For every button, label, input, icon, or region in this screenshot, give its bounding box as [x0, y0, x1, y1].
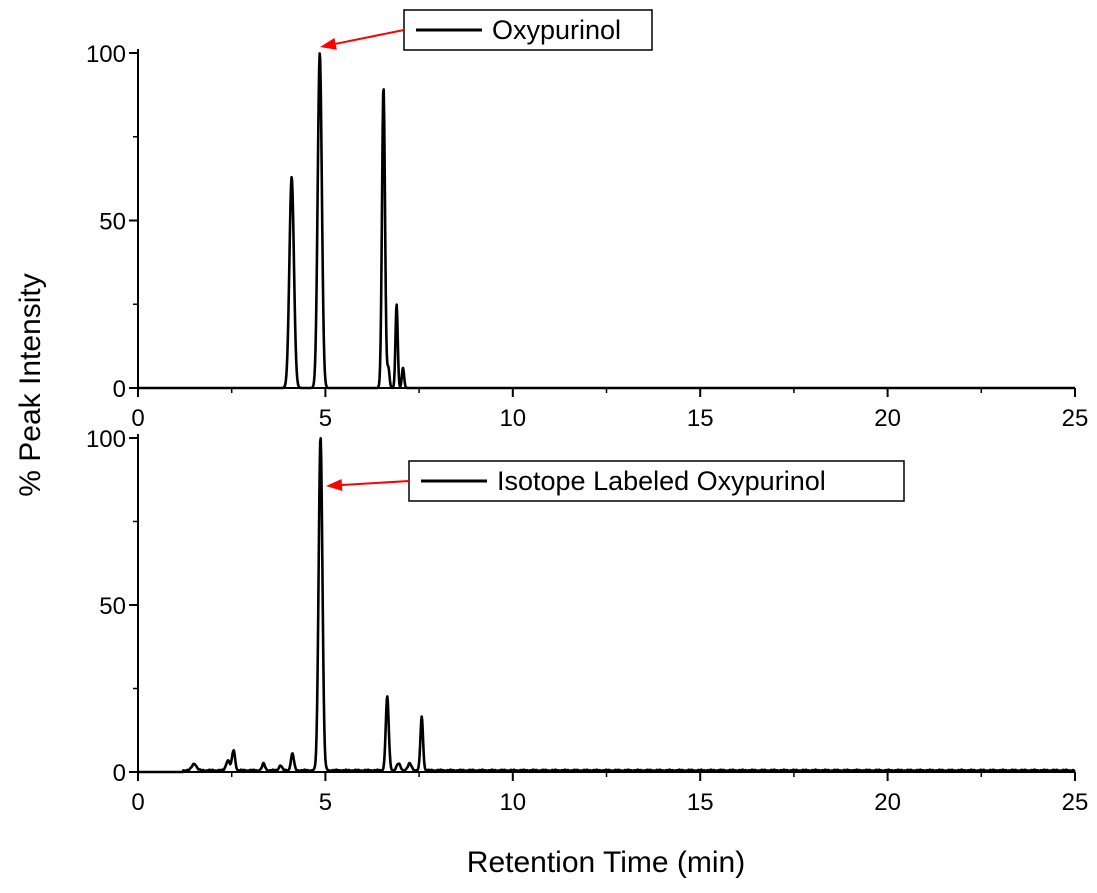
y-tick-label: 0: [113, 760, 126, 787]
x-tick-label: 10: [499, 789, 526, 816]
top-panel: 0 5 10 15 20 25 0 50 100 Oxypurinol: [86, 9, 1089, 432]
bottom-panel: 0 5 10 15 20 25 0 50 100 Isotope Labeled Oxypurin…: [86, 426, 1088, 816]
chromatogram-trace: [137, 437, 1076, 774]
annotation-arrow-line: [335, 29, 405, 45]
x-tick-label: 15: [687, 405, 714, 432]
x-tick-label: 25: [1062, 789, 1089, 816]
x-tick-label: 20: [874, 789, 901, 816]
chromatogram-trace: [137, 52, 1076, 390]
x-tick-label: 20: [874, 405, 901, 432]
x-axis-title: Retention Time (min): [467, 846, 745, 879]
x-tick-label: 5: [319, 405, 332, 432]
x-tick-label: 10: [499, 405, 526, 432]
x-tick-label: 25: [1062, 405, 1089, 432]
annotation-arrow-head: [326, 479, 343, 492]
x-tick-label: 0: [131, 789, 144, 816]
legend-box: [408, 460, 905, 502]
legend-label: Oxypurinol: [492, 15, 621, 45]
legend-box: [403, 9, 653, 51]
x-tick-label: 15: [687, 789, 714, 816]
y-axis-title: % Peak Intensity: [14, 273, 47, 496]
x-tick-label: 5: [319, 789, 332, 816]
annotation-arrow-line: [341, 480, 410, 487]
y-tick-label: 0: [113, 376, 126, 403]
x-tick-label: 0: [131, 405, 144, 432]
legend-label: Isotope Labeled Oxypurinol: [497, 466, 826, 496]
y-tick-label: 50: [99, 593, 126, 620]
annotation-arrow-head: [320, 37, 337, 50]
y-tick-label: 100: [86, 41, 126, 68]
y-tick-label: 50: [99, 209, 126, 236]
y-tick-label: 100: [86, 426, 126, 453]
